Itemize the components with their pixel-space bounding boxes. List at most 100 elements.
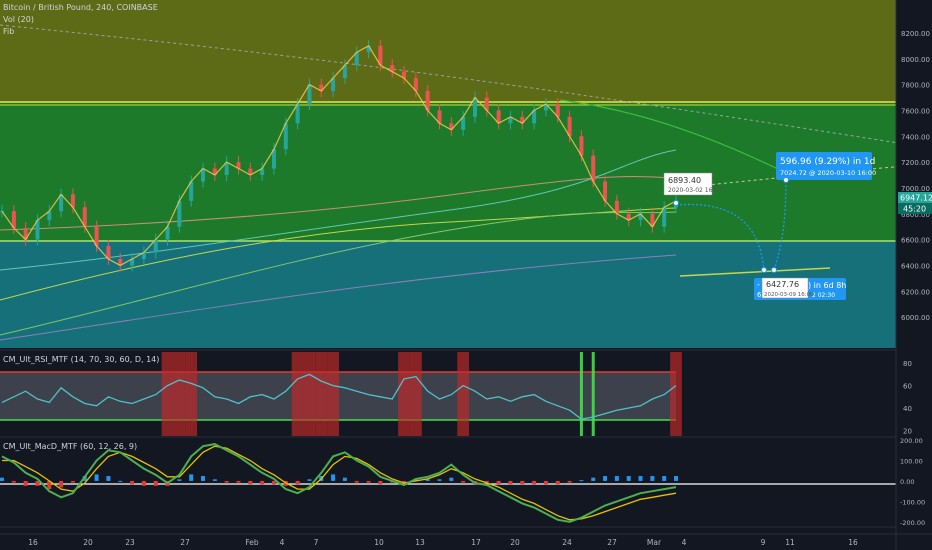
rsi-axis-tick: 80 [903,360,912,368]
candle-body [82,207,87,227]
ma-line-1 [0,207,677,301]
candle-body [70,194,75,208]
candle-body [650,213,655,227]
candle-body [165,226,170,240]
macd-hist-bar [662,476,667,481]
projection-up [773,179,787,271]
candle-body [591,155,596,182]
macd-hist-bar [236,480,241,483]
macd-hist-bar [425,479,430,481]
price-axis-tick: 7600.00 [901,107,930,115]
time-axis-tick: 4 [280,538,285,547]
price-pane [0,39,678,272]
target-box-line2: 7024.72 @ 2020-03-10 16:00 [780,169,876,177]
candle-body [11,211,16,228]
macd-hist-bar [271,480,276,485]
time-axis-tick: 17 [471,538,481,547]
candle-body [603,181,608,201]
macd-hist-bar [47,480,52,490]
volume-indicator-label: Vol (20) [3,15,34,24]
macd-hist-bar [331,474,336,481]
price-axis-tick: 7200.00 [901,159,930,167]
projection-node-1 [761,267,767,273]
rsi-axis-labels: 80 60 40 20 [903,360,912,435]
candle-body [532,110,537,124]
price-axis-tick: 6200.00 [901,288,930,296]
low-label-date: 2020-03-09 16:00 [764,292,814,298]
macd-hist-bar [650,476,655,481]
price-axis-tick: 8200.00 [901,30,930,38]
time-axis-tick: Feb [245,538,259,547]
macd-hist-bar [295,480,300,485]
time-axis-labels: 16 20 23 27 Feb 4 7 10 13 17 20 24 27 Mar 4 9 11 16 [28,538,858,547]
price-axis-tick: 6800.00 [901,211,930,219]
macd-hist-bar [106,476,111,481]
macd-hist-bar [449,477,454,481]
current-price-text: 6947.12 [900,194,932,203]
macd-hist-bar [402,480,407,483]
fib-zone-mid [0,102,896,241]
rsi-line [1,373,677,420]
target-box[interactable]: 596.96 (9.29%) in 1d 7024.72 @ 2020-03-1… [776,152,876,180]
candle-body [472,97,477,117]
time-axis-tick: Mar [647,538,662,547]
macd-axis-tick: -100.00 [900,498,925,506]
ma-line-3 [0,149,677,271]
candle-body [638,213,643,221]
candle-body [106,246,111,259]
time-axis-tick: 27 [607,538,617,547]
macd-hist-bar [189,474,194,481]
rsi-overbought-bar [670,352,682,436]
macd-fast-line [1,443,677,523]
candle-body [130,258,135,266]
candle-body [260,168,265,175]
candle-body [555,103,560,117]
projection-node-2 [771,267,777,273]
rsi-overbought-bar [409,352,422,436]
time-axis-tick: 24 [562,538,572,547]
macd-hist-bar [153,480,158,486]
candle-body [177,200,182,227]
candle-body [543,103,548,111]
macd-hist-bar [638,476,643,481]
macd-hist-bar [591,477,596,481]
time-axis-tick: 7 [314,538,319,547]
low-label-price: 6427.76 [766,280,799,289]
low-box-right-text: ) in 6d 8h [808,281,846,290]
macd-hist-bar [23,480,28,486]
rsi-overbought-bar [315,352,328,436]
rsi-axis-tick: 60 [903,383,912,391]
macd-hist-bar [118,480,123,482]
candle-body [508,116,513,124]
candle-body [425,91,430,111]
macd-indicator-title: CM_Ult_MacD_MTF (60, 12, 26, 9) [3,442,138,451]
macd-hist-bar [94,474,99,481]
ma-line-6 [679,267,831,277]
candle-body [307,84,312,104]
macd-axis-tick: 100.00 [900,457,923,465]
price-line [1,44,677,267]
price-axis-tick: 6600.00 [901,237,930,245]
macd-axis-tick: -200.00 [900,519,925,527]
candle-body [626,213,631,221]
low-box-time-fragment: 2 02:30 [812,292,835,299]
projection-node-3 [783,177,789,183]
time-axis-tick: 13 [415,538,425,547]
macd-hist-bar [212,479,217,481]
rsi-overbought-bar [173,352,186,436]
macd-hist-bar [496,480,501,485]
candle-body [662,207,667,227]
time-axis-tick: 10 [374,538,384,547]
fib-zones [0,0,896,348]
macd-pane [0,436,896,528]
chart-symbol-title: Bitcoin / British Pound, 240, COINBASE [3,3,158,12]
low-box-prefix: - [757,280,760,289]
candle-body [390,65,395,72]
rsi-overbought-bar [327,352,339,436]
candle-body [23,227,28,240]
macd-hist-bar [248,480,253,485]
rsi-oversold-bar [579,352,583,436]
macd-axis-tick: 200.00 [900,437,923,445]
target-box-line1: 596.96 (9.29%) in 1d [780,157,875,167]
